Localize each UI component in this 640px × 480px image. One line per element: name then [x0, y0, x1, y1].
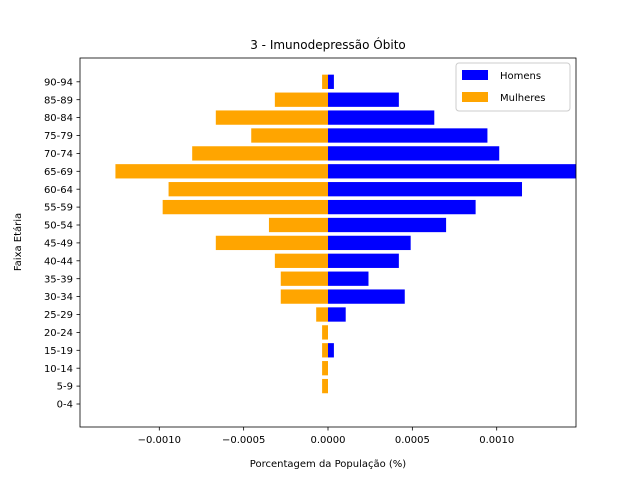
plot-frame — [79, 57, 577, 428]
bar-mulheres-50-54 — [268, 217, 328, 233]
bar-homens-15-19 — [328, 343, 334, 358]
bar-homens-80-84 — [328, 110, 435, 125]
bar-homens-25-29 — [328, 307, 346, 322]
bar-mulheres-55-59 — [162, 199, 328, 215]
x-axis-title: Porcentagem da População (%) — [250, 459, 407, 470]
bar-homens-40-44 — [328, 253, 399, 268]
bar-mulheres-10-14 — [322, 361, 328, 376]
bar-mulheres-80-84 — [215, 110, 328, 125]
y-tick-label: 50-54 — [44, 221, 73, 232]
bar-homens-90-94 — [328, 74, 334, 89]
x-tick-label: 0.0000 — [311, 435, 346, 446]
bar-mulheres-65-69 — [115, 164, 329, 179]
bar-homens-35-39 — [328, 271, 369, 286]
y-tick-label: 60-64 — [44, 185, 73, 196]
y-tick-label: 55-59 — [44, 203, 73, 214]
bar-homens-70-74 — [328, 146, 500, 161]
chart-title: 3 - Imunodepressão Óbito — [250, 37, 406, 52]
y-tick-label: 45-49 — [44, 239, 73, 250]
y-tick-label: 10-14 — [44, 364, 73, 375]
legend-label-homens: Homens — [500, 71, 541, 82]
bar-mulheres-70-74 — [192, 146, 328, 161]
bar-mulheres-15-19 — [322, 343, 328, 358]
x-tick-label: 0.0005 — [395, 435, 430, 446]
bar-mulheres-60-64 — [168, 182, 328, 197]
bar-mulheres-75-79 — [251, 128, 328, 143]
bar-homens-45-49 — [328, 235, 411, 251]
bar-homens-60-64 — [328, 182, 523, 197]
bar-mulheres-90-94 — [322, 74, 328, 89]
y-tick-label: 30-34 — [44, 292, 73, 303]
y-tick-label: 20-24 — [44, 328, 73, 339]
legend-label-mulheres: Mulheres — [500, 93, 546, 104]
legend: Homens Mulheres — [455, 62, 571, 112]
y-tick-label: 90-94 — [44, 77, 73, 88]
bars-group — [115, 74, 576, 394]
y-tick-label: 85-89 — [44, 95, 73, 106]
y-tick-label: 80-84 — [44, 113, 73, 124]
bar-homens-55-59 — [328, 199, 476, 215]
y-axis-title: Faixa Etária — [12, 213, 24, 271]
bar-homens-50-54 — [328, 217, 447, 233]
y-tick-label: 70-74 — [44, 149, 73, 160]
bar-mulheres-40-44 — [274, 253, 328, 268]
y-tick-label: 25-29 — [44, 310, 73, 321]
y-axis-ticks: 0-4 5-9 10-14 15-19 20-24 25-29 30-34 35-39 40-4… — [44, 77, 80, 411]
x-axis-ticks: −0.0010 −0.0005 0.0000 0.0005 0.0010 — [138, 427, 514, 446]
bar-mulheres-35-39 — [280, 271, 328, 286]
legend-swatch-mulheres — [462, 92, 488, 102]
y-tick-label: 40-44 — [44, 256, 73, 267]
x-tick-label: 0.0010 — [479, 435, 514, 446]
bar-mulheres-30-34 — [280, 289, 328, 304]
bar-mulheres-5-9 — [322, 378, 328, 394]
bar-mulheres-85-89 — [274, 92, 328, 107]
bar-homens-65-69 — [328, 164, 576, 179]
x-tick-label: −0.0005 — [222, 435, 265, 446]
bar-mulheres-20-24 — [322, 325, 328, 340]
bar-mulheres-45-49 — [215, 235, 328, 251]
bar-homens-75-79 — [328, 128, 488, 143]
bar-homens-30-34 — [328, 289, 405, 304]
y-tick-label: 65-69 — [44, 167, 73, 178]
y-tick-label: 15-19 — [44, 346, 73, 357]
y-tick-label: 35-39 — [44, 274, 73, 285]
y-tick-label: 0-4 — [57, 400, 73, 411]
legend-swatch-homens — [462, 70, 488, 80]
bar-mulheres-25-29 — [316, 307, 328, 322]
x-tick-label: −0.0010 — [138, 435, 181, 446]
bar-homens-85-89 — [328, 92, 399, 107]
y-tick-label: 75-79 — [44, 131, 73, 142]
y-tick-label: 5-9 — [57, 382, 73, 393]
